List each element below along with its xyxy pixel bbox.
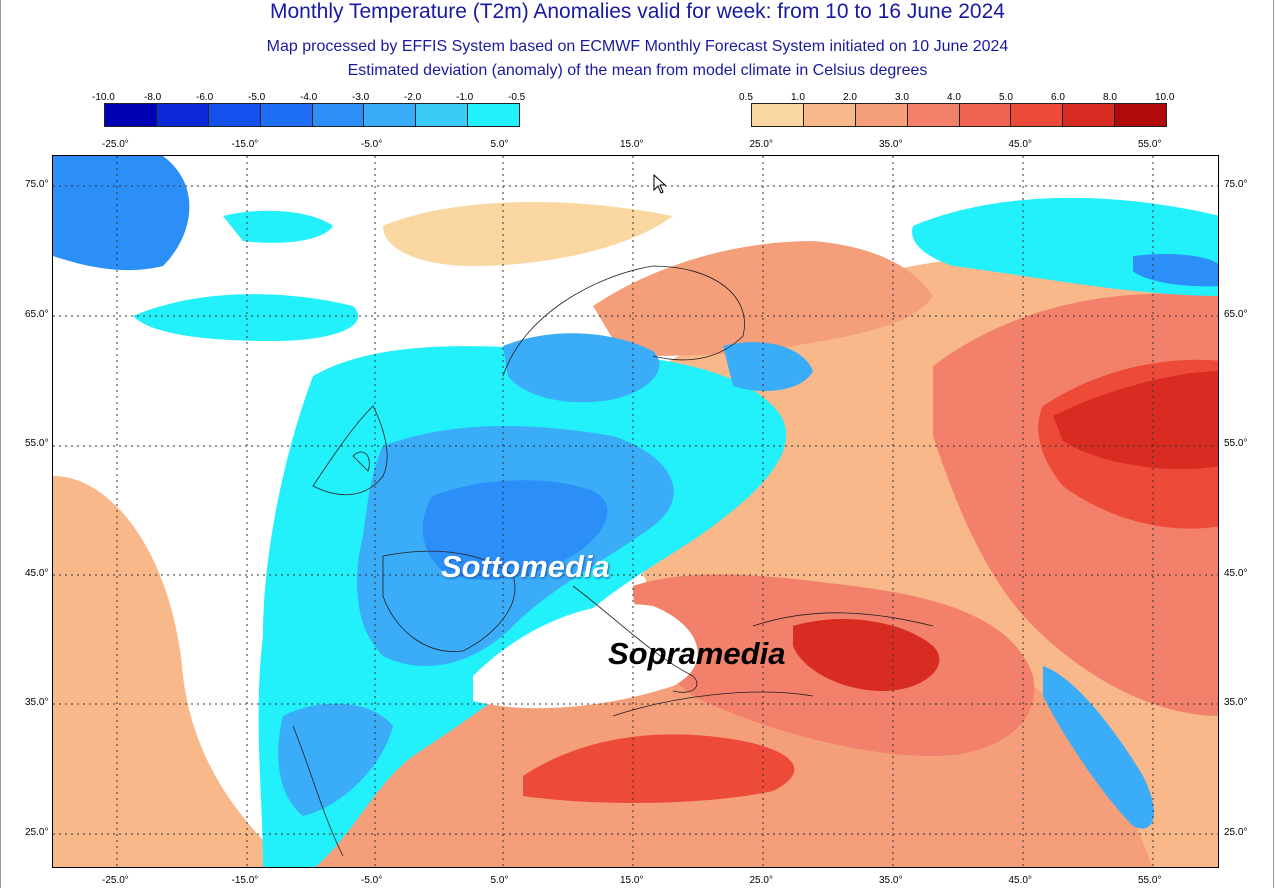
longitude-bottom-label: -15.0° [231,875,259,886]
cold-region-redsea [1043,666,1154,829]
longitude-bottom-label: 15.0° [620,875,644,886]
mouse-cursor-icon [653,174,667,194]
legend-cold-swatch [416,104,469,126]
latitude-left-label: 75.0° [25,179,49,190]
latitude-left-label: 55.0° [25,438,49,450]
latitude-right-label: 75.0° [1224,179,1248,190]
map-title: Monthly Temperature (T2m) Anomalies vali… [270,0,1005,23]
legend-warm-swatch [907,104,960,126]
cold-region-morocco [278,703,393,816]
longitude-top-label: 15.0° [620,139,644,150]
legend-warm-tick-label: 10.0 [1155,92,1175,103]
legend-cold-tick-label: -10.0 [92,92,115,103]
legend-cold-tick-label: -0.5 [508,92,526,103]
legend-cold-tick-label: -4.0 [300,92,318,103]
longitude-top-label: 45.0° [1008,139,1032,150]
longitude-bottom-label: 45.0° [1008,875,1032,886]
legend-warm-tick-label: 5.0 [999,92,1013,103]
legend-warm-swatch [1063,104,1116,126]
legend-warm-swatch [959,104,1012,126]
latitude-left-label: 45.0° [25,567,49,579]
label-below-average: Sottomedia [441,549,610,584]
longitude-top-label: 55.0° [1138,139,1162,150]
longitude-bottom-label: -25.0° [102,875,129,886]
legend-warm-swatch [1011,104,1064,126]
cold-region-barents-strong [1133,254,1218,287]
longitude-bottom-label: 25.0° [749,875,773,886]
map-subtitle-source: Map processed by EFFIS System based on E… [266,38,1009,55]
label-above-average: Sopramedia [608,636,786,671]
legend-cold-colorbar [104,103,520,127]
warm-region-greenland-sea [383,202,673,266]
legend-cold-tick-label: -5.0 [248,92,266,103]
legend-cold-swatch [312,104,365,126]
legend-warm-tick-label: 4.0 [947,92,961,103]
longitude-top-label: 35.0° [879,139,903,150]
coastlines [292,265,934,857]
legend-warm-colorbar [751,103,1167,127]
cold-region-scandinavia [503,333,660,403]
longitude-top-label: 5.0° [490,139,509,150]
legend-cold-swatch [156,104,209,126]
warm-region-sahara-strong [523,734,795,803]
longitude-top-label: -15.0° [231,139,259,150]
warm-region-russia-max [1053,371,1218,470]
cold-region-greenland-light [223,210,333,243]
legend-warm-tick-label: 2.0 [843,92,857,103]
longitude-bottom-label: 55.0° [1138,875,1162,886]
warm-region-africa [53,476,291,867]
longitude-top-label: -25.0° [102,139,129,150]
warm-region-scandinavia [593,241,933,356]
cold-region-greenland [53,156,190,271]
map-subtitle-units: Estimated deviation (anomaly) of the mea… [347,62,928,79]
legend-cold-swatch [468,104,519,126]
latitude-right-label: 25.0° [1224,827,1248,838]
legend-warm-tick-label: 1.0 [791,92,805,103]
longitude-bottom-label: 35.0° [879,875,903,886]
legend-cold-tick-label: -2.0 [404,92,422,103]
latitude-left-label: 65.0° [25,308,49,320]
legend-warm-tick-label: 6.0 [1051,92,1065,103]
legend-warm-swatch [855,104,908,126]
mediterranean-neutral [473,604,698,709]
cold-region-baltic [723,342,813,391]
longitude-bottom-label: 5.0° [490,875,509,886]
graticule [53,156,1218,867]
legend-cold-swatch [364,104,417,126]
longitude-top-label: -5.0° [361,139,383,150]
cold-region-iceland [133,294,359,341]
legend-cold-tick-label: -1.0 [456,92,474,103]
legend-cold-swatch [208,104,261,126]
legend-warm-swatch [1115,104,1166,126]
legend-cold-tick-label: -8.0 [144,92,162,103]
legend-warm-tick-label: 3.0 [895,92,909,103]
legend-warm-swatch [803,104,856,126]
latitude-right-label: 55.0° [1224,438,1248,450]
warm-region-turkey-max [793,618,940,691]
latitude-left-label: 25.0° [25,827,49,838]
anomaly-map-svg [53,156,1218,867]
latitude-left-label: 35.0° [25,697,49,709]
latitude-right-label: 45.0° [1224,567,1248,579]
legend-warm-swatch [752,104,804,126]
latitude-right-label: 35.0° [1224,697,1248,709]
legend-cold-swatch [260,104,313,126]
latitude-right-label: 65.0° [1224,308,1248,320]
anomaly-map [52,155,1219,868]
legend-cold-tick-label: -3.0 [352,92,370,103]
legend-cold-swatch [105,104,157,126]
legend-warm-tick-label: 8.0 [1103,92,1117,103]
legend-cold-tick-label: -6.0 [196,92,214,103]
legend-warm-tick-label: 0.5 [739,92,753,103]
longitude-bottom-label: -5.0° [361,875,383,886]
cold-region-core [422,480,608,580]
longitude-top-label: 25.0° [749,139,773,150]
